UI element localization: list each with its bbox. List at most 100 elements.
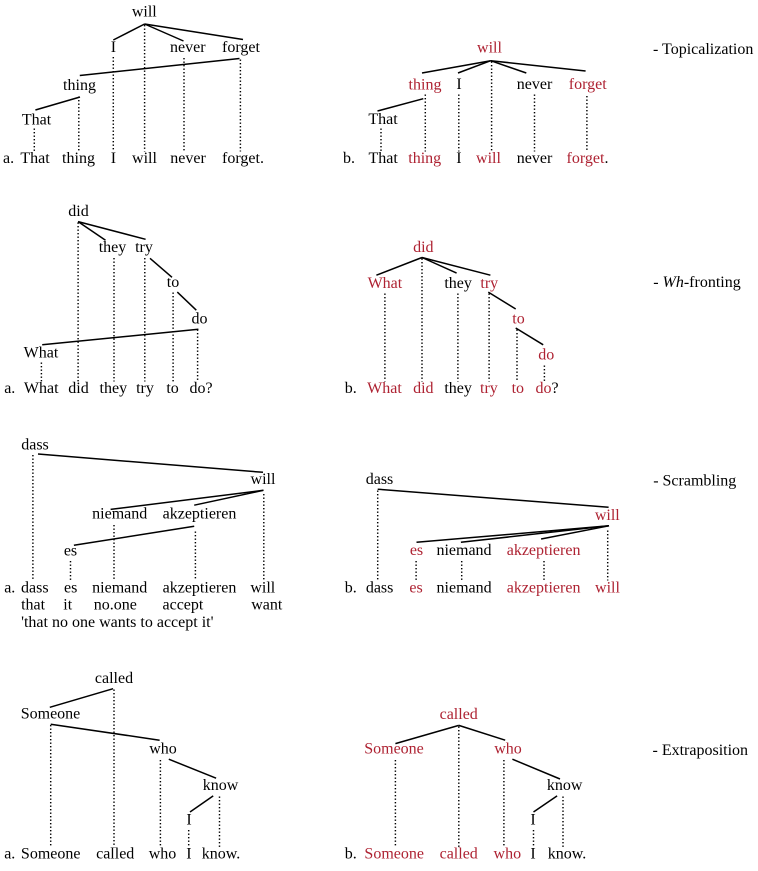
svg-text:What: What xyxy=(367,380,402,397)
svg-text:to: to xyxy=(167,274,179,291)
svg-text:dass: dass xyxy=(366,579,394,596)
svg-text:will: will xyxy=(477,40,502,57)
svg-text:know: know xyxy=(203,777,239,794)
svg-text:did: did xyxy=(413,380,433,397)
svg-text:I: I xyxy=(530,812,535,829)
svg-text:dass: dass xyxy=(366,471,394,488)
svg-text:That: That xyxy=(22,112,52,129)
svg-text:they: they xyxy=(444,380,472,397)
svg-text:- Topicalization: - Topicalization xyxy=(653,41,753,58)
svg-text:- Extraposition: - Extraposition xyxy=(653,742,749,759)
svg-text:will: will xyxy=(132,4,157,21)
svg-text:they: they xyxy=(100,380,128,397)
svg-text:niemand: niemand xyxy=(437,579,492,596)
svg-text:b.: b. xyxy=(345,380,357,397)
svg-text:dass: dass xyxy=(21,437,49,454)
svg-text:did: did xyxy=(68,203,88,220)
svg-text:try: try xyxy=(480,380,498,397)
svg-text:niemand: niemand xyxy=(92,506,147,523)
svg-text:niemand: niemand xyxy=(436,542,491,559)
svg-text:What: What xyxy=(24,345,59,362)
svg-text:b.: b. xyxy=(345,846,357,863)
svg-text:will: will xyxy=(132,150,157,167)
svg-text:who: who xyxy=(494,741,522,758)
svg-text:try: try xyxy=(480,275,498,292)
svg-text:called: called xyxy=(96,846,134,863)
svg-text:es: es xyxy=(410,542,423,559)
svg-text:forget.: forget. xyxy=(567,150,609,167)
svg-text:they: they xyxy=(99,239,127,256)
svg-text:dass: dass xyxy=(21,579,49,596)
svg-text:do: do xyxy=(538,347,554,364)
svg-text:never: never xyxy=(170,150,206,167)
svg-text:thing: thing xyxy=(63,77,96,94)
svg-text:That: That xyxy=(369,150,399,167)
svg-text:they: they xyxy=(444,275,472,292)
svg-text:akzeptieren: akzeptieren xyxy=(507,579,581,596)
svg-text:accept: accept xyxy=(163,597,204,614)
svg-text:no.one: no.one xyxy=(94,597,137,614)
svg-text:do?: do? xyxy=(189,380,212,397)
svg-text:Someone: Someone xyxy=(364,741,424,758)
svg-text:I: I xyxy=(186,846,191,863)
svg-text:forget.: forget. xyxy=(222,150,264,167)
svg-text:try: try xyxy=(136,380,154,397)
svg-text:who: who xyxy=(494,846,522,863)
svg-text:never: never xyxy=(517,76,553,93)
svg-text:- Wh-fronting: - Wh-fronting xyxy=(653,274,741,291)
svg-text:What: What xyxy=(24,380,59,397)
svg-text:a.: a. xyxy=(4,380,15,397)
svg-text:called: called xyxy=(440,846,478,863)
svg-text:akzeptieren: akzeptieren xyxy=(507,542,581,559)
svg-text:do?: do? xyxy=(535,380,558,397)
svg-text:Someone: Someone xyxy=(21,846,81,863)
svg-text:forget: forget xyxy=(222,39,260,56)
svg-text:b.: b. xyxy=(345,579,357,596)
svg-text:forget: forget xyxy=(569,76,607,93)
svg-text:'that no one wants to accept i: 'that no one wants to accept it' xyxy=(21,614,213,631)
svg-text:to: to xyxy=(166,380,178,397)
svg-text:thing: thing xyxy=(62,150,95,167)
svg-text:I: I xyxy=(186,812,191,829)
svg-text:thing: thing xyxy=(408,150,441,167)
svg-text:called: called xyxy=(95,670,133,687)
svg-text:will: will xyxy=(595,579,620,596)
svg-text:es: es xyxy=(64,543,77,560)
svg-text:I: I xyxy=(456,76,461,93)
svg-text:a.: a. xyxy=(4,579,15,596)
svg-text:do: do xyxy=(192,311,208,328)
svg-text:I: I xyxy=(111,39,116,56)
svg-text:Someone: Someone xyxy=(364,846,424,863)
svg-text:to: to xyxy=(512,311,524,328)
svg-text:will: will xyxy=(476,150,501,167)
svg-text:akzeptieren: akzeptieren xyxy=(163,579,237,596)
svg-text:I: I xyxy=(456,150,461,167)
svg-text:Someone: Someone xyxy=(21,705,81,722)
svg-text:a.: a. xyxy=(3,150,14,167)
svg-text:I: I xyxy=(111,150,116,167)
svg-text:it: it xyxy=(63,597,72,614)
svg-text:did: did xyxy=(68,380,88,397)
svg-text:thing: thing xyxy=(409,76,442,93)
svg-text:who: who xyxy=(149,846,177,863)
svg-text:will: will xyxy=(250,579,275,596)
svg-text:did: did xyxy=(413,239,433,256)
svg-text:that: that xyxy=(21,597,46,614)
svg-text:That: That xyxy=(368,111,398,128)
svg-text:know.: know. xyxy=(202,846,241,863)
svg-text:b.: b. xyxy=(343,150,355,167)
svg-text:know.: know. xyxy=(548,846,587,863)
svg-text:called: called xyxy=(440,706,478,723)
svg-text:try: try xyxy=(135,239,153,256)
svg-text:never: never xyxy=(170,39,206,56)
svg-text:akzeptieren: akzeptieren xyxy=(163,506,237,523)
svg-text:know: know xyxy=(547,777,583,794)
svg-text:who: who xyxy=(149,741,177,758)
svg-text:want: want xyxy=(251,597,283,614)
svg-text:will: will xyxy=(251,471,276,488)
svg-text:will: will xyxy=(595,507,620,524)
svg-text:a.: a. xyxy=(4,846,15,863)
svg-text:es: es xyxy=(409,579,422,596)
svg-text:- Scrambling: - Scrambling xyxy=(653,473,736,490)
svg-text:What: What xyxy=(368,275,403,292)
